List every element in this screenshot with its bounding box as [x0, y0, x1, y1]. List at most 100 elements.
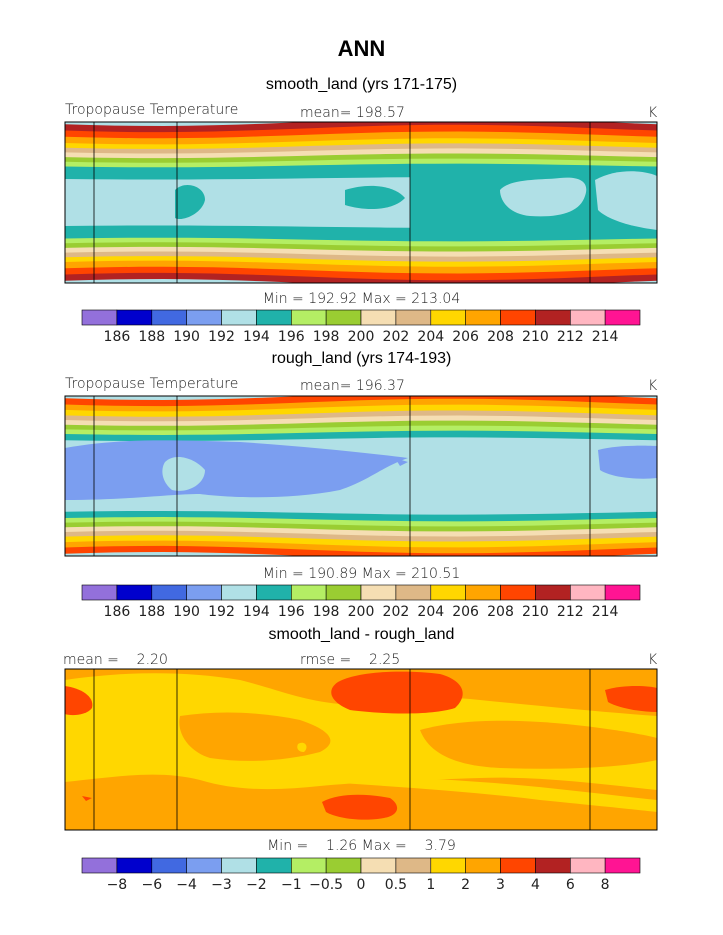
panel1-colorbar-tick-label: 188	[138, 329, 165, 345]
panel2-colorbar-tick-label: 204	[417, 604, 444, 620]
panel1-colorbar-swatch	[221, 309, 257, 326]
panel1-colorbar-tick-label: 210	[522, 329, 549, 345]
panel3-hotspot-red	[82, 796, 92, 801]
panel3-hotspot-red	[605, 686, 657, 712]
panel1-colorbar-tick-label: 190	[173, 329, 200, 345]
panel2-minmax-label: Min = 190.89 Max = 210.51	[262, 566, 461, 582]
panel2-colorbar-tick-label: 192	[208, 604, 235, 620]
panel3-band-yellow	[65, 765, 657, 812]
panel3-colorbar-tick-label: −4	[176, 877, 197, 893]
panel3-colorbar-tick-label: −1	[281, 877, 302, 893]
panel2-colorbar-swatch	[81, 584, 118, 601]
panel3-colorbar-tick-label: −6	[141, 877, 162, 893]
panel2-colorbar-swatch	[465, 584, 501, 601]
panel3-band-orange	[420, 720, 657, 769]
panel3-colorbar-tick-label: 1	[426, 877, 435, 893]
panel2-title: rough_land (yrs 174-193)	[271, 350, 452, 367]
panel2-colorbar-tick-label: 188	[138, 604, 165, 620]
panel3-continent-lines	[93, 669, 591, 830]
panel3-colorbar-tick-label: −8	[107, 877, 128, 893]
panel2-colorbar-swatch	[535, 584, 571, 601]
panel1-cell-tropics-light	[595, 171, 657, 230]
panel2-colorbar-tick-label: 190	[173, 604, 200, 620]
panel2-colorbar-tick-label: 212	[557, 604, 584, 620]
panel1-colorbar-tick-label: 192	[208, 329, 235, 345]
panel3-colorbar-tick-label: −2	[246, 877, 267, 893]
panel1-colorbar-tick-label: 206	[452, 329, 479, 345]
panel2-colorbar-tick-label: 196	[278, 604, 305, 620]
panel3-hotspot-red	[322, 794, 398, 820]
panel3-colorbar-swatch	[395, 857, 432, 874]
panel3-colorbar-swatch	[535, 857, 571, 874]
panel2-colorbar-swatch	[186, 584, 222, 601]
panel2-colorbar-tick-label: 194	[243, 604, 270, 620]
panel1-colorbar-swatch	[290, 309, 327, 326]
panel3-colorbar: −8 −6 −4 −3 −2 −1 −0.5 0 0.5 1 2 3 4 6 8	[81, 857, 641, 893]
panel1-colorbar-tick-label: 194	[243, 329, 270, 345]
panel3-rmse-label: rmse = 2.25	[300, 652, 401, 668]
panel2-units-label: K	[648, 378, 658, 394]
panel2-colorbar-swatch	[290, 584, 327, 601]
panel1-colorbar-swatch	[116, 309, 153, 326]
panel3-colorbar-tick-label: 2	[461, 877, 470, 893]
panel3-colorbar-swatch	[325, 857, 362, 874]
panel2-cell-tropics-blue	[65, 440, 408, 500]
panel1-colorbar-tick-label: 204	[417, 329, 444, 345]
panel1-colorbar-swatch	[395, 309, 432, 326]
panel2-colorbar: 186 188 190 192 194 196 198 200 202 204 206 208 210 2…	[81, 584, 641, 620]
panel3-colorbar-swatch	[290, 857, 327, 874]
panel2-colorbar-swatch	[360, 584, 397, 601]
panel2-colorbar-swatch	[500, 584, 536, 601]
panel1-mean-label: mean= 198.57	[300, 105, 405, 121]
panel3-colorbar-swatch	[500, 857, 536, 874]
panel2-variable-label: Tropopause Temperature	[65, 376, 239, 392]
panel3-units-label: K	[648, 652, 658, 668]
panel1-cell-tropics-light	[500, 177, 587, 217]
panel2-colorbar-tick-label: 208	[487, 604, 514, 620]
panel2-colorbar-swatch	[221, 584, 257, 601]
panel1-colorbar-tick-label: 196	[278, 329, 305, 345]
panel2-cell-tropics-blue	[598, 445, 657, 479]
panel1-colorbar-swatch	[569, 309, 606, 326]
panel2-colorbar-tick-label: 202	[383, 604, 410, 620]
panel3-title: smooth_land - rough_land	[268, 626, 455, 643]
panel3-hotspot-yellow	[297, 742, 307, 752]
panel3-colorbar-tick-label: −0.5	[309, 877, 343, 893]
panel3-hotspot-red	[331, 671, 463, 714]
panel3-colorbar-tick-label: 4	[531, 877, 540, 893]
panel1-colorbar-tick-label: 202	[383, 329, 410, 345]
panel3-colorbar-tick-label: 3	[496, 877, 505, 893]
panel2-continent-lines	[93, 396, 591, 556]
panel1-colorbar-swatch	[151, 309, 188, 326]
panel1-colorbar: 186 188 190 192 194 196 198 200 202 204 206 208 210 2…	[81, 309, 641, 345]
panel3-colorbar-tick-label: 0	[357, 877, 366, 893]
panel2-colorbar-swatch	[325, 584, 362, 601]
panel2-colorbar-tick-label: 198	[313, 604, 340, 620]
panel3-colorbar-tick-label: −3	[211, 877, 232, 893]
panel2-mean-label: mean= 196.37	[300, 378, 405, 394]
panel3-colorbar-swatch	[81, 857, 118, 874]
panel2-colorbar-swatch	[116, 584, 153, 601]
panel3-colorbar-tick-label: 0.5	[385, 877, 407, 893]
panel1-colorbar-swatch	[81, 309, 118, 326]
panel1-colorbar-tick-label: 214	[592, 329, 619, 345]
panel3-hotspot-red	[65, 686, 93, 716]
panel1-colorbar-swatch	[325, 309, 362, 326]
panel3-colorbar-swatch	[256, 857, 292, 874]
panel1-colorbar-swatch	[535, 309, 571, 326]
panel1-colorbar-tick-label: 186	[104, 329, 131, 345]
panel1-title: smooth_land (yrs 171-175)	[265, 76, 458, 93]
panel1-colorbar-swatch	[465, 309, 501, 326]
panel3-colorbar-tick-label: 8	[601, 877, 610, 893]
panel1-colorbar-swatch	[186, 309, 222, 326]
panel2-contour-details	[65, 440, 657, 500]
panel1-colorbar-swatch	[500, 309, 536, 326]
panel2-frame	[64, 395, 658, 557]
panel2-colorbar-swatch	[430, 584, 466, 601]
panel1-colorbar-tick-label: 200	[348, 329, 375, 345]
panel3-colorbar-swatch	[465, 857, 501, 874]
panel2-colorbar-tick-label: 210	[522, 604, 549, 620]
panel1-colorbar-tick-label: 212	[557, 329, 584, 345]
panel1-variable-label: Tropopause Temperature	[65, 102, 239, 118]
